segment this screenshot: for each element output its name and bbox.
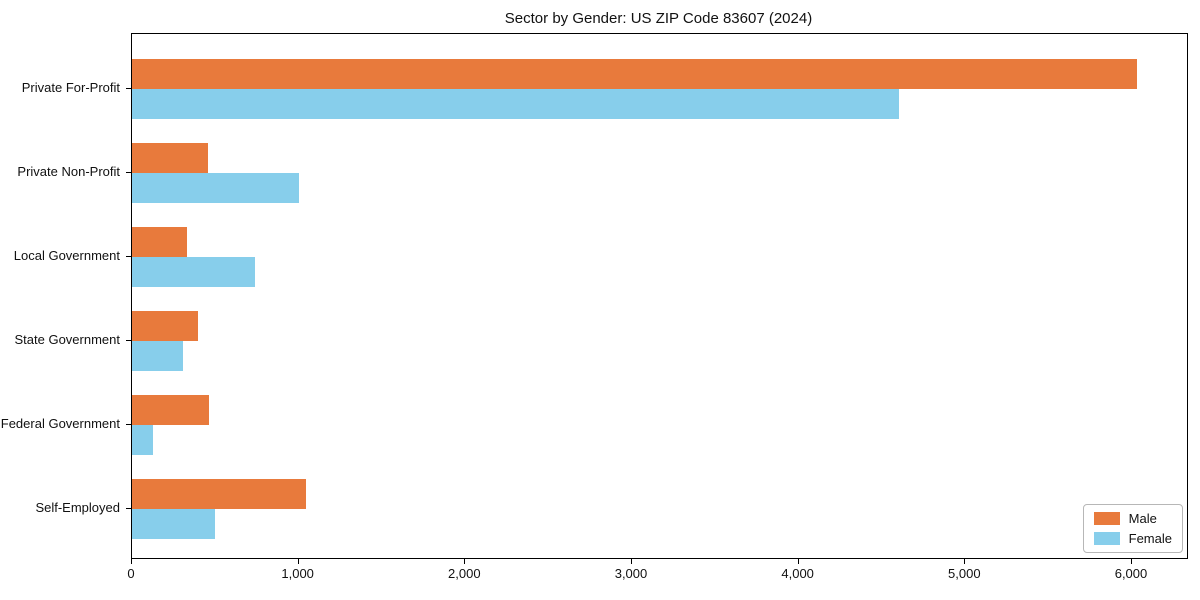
y-axis-label: Private For-Profit	[21, 80, 120, 95]
y-axis-tick	[126, 256, 131, 257]
legend-entry-female: Female	[1093, 531, 1172, 546]
female-series-swatch	[1093, 532, 1120, 545]
x-axis-tick	[1131, 559, 1132, 564]
female-bar	[132, 89, 899, 119]
x-tick-label: 6,000	[1114, 566, 1148, 581]
x-tick-label: 4,000	[781, 566, 814, 581]
female-bar	[132, 341, 183, 371]
x-axis-tick	[631, 559, 632, 564]
y-axis-tick	[126, 424, 131, 425]
female-bar	[132, 425, 153, 455]
legend: Male Female	[1082, 504, 1183, 553]
male-bar	[132, 227, 187, 257]
x-tick-label: 1,000	[281, 566, 314, 581]
x-tick-label: 2,000	[448, 566, 481, 581]
x-tick-label: 0	[127, 566, 135, 581]
y-axis-label: Private Non-Profit	[17, 164, 120, 179]
y-axis-label: Self-Employed	[35, 500, 120, 515]
male-bar	[132, 395, 209, 425]
y-axis-label: Local Government	[13, 248, 120, 263]
x-axis-tick	[964, 559, 966, 564]
x-axis-tick	[797, 559, 799, 564]
y-axis-tick	[126, 340, 131, 341]
legend-label-male: Male	[1128, 511, 1157, 526]
legend-label-female: Female	[1128, 531, 1172, 546]
female-bar	[132, 173, 299, 203]
x-axis-tick	[297, 559, 299, 564]
x-tick-label: 3,000	[614, 566, 648, 581]
x-axis-tick	[464, 559, 466, 564]
y-axis-label: State Government	[14, 332, 121, 347]
legend-entry-male: Male	[1093, 511, 1172, 526]
y-axis-label: Federal Government	[0, 416, 120, 431]
female-bar	[132, 509, 216, 539]
male-bar	[132, 59, 1137, 89]
x-tick-label: 5,000	[948, 566, 981, 581]
plot-area: Male Female	[131, 33, 1188, 559]
y-axis-tick	[126, 508, 131, 509]
male-bar	[132, 311, 198, 341]
male-bar	[132, 143, 208, 173]
female-bar	[132, 257, 256, 287]
x-axis-tick	[131, 559, 132, 564]
male-series-swatch	[1093, 512, 1120, 525]
male-bar	[132, 479, 307, 509]
y-axis-tick	[126, 88, 131, 89]
chart-title: Sector by Gender: US ZIP Code 83607 (202…	[504, 10, 813, 27]
y-axis-tick	[126, 172, 131, 173]
